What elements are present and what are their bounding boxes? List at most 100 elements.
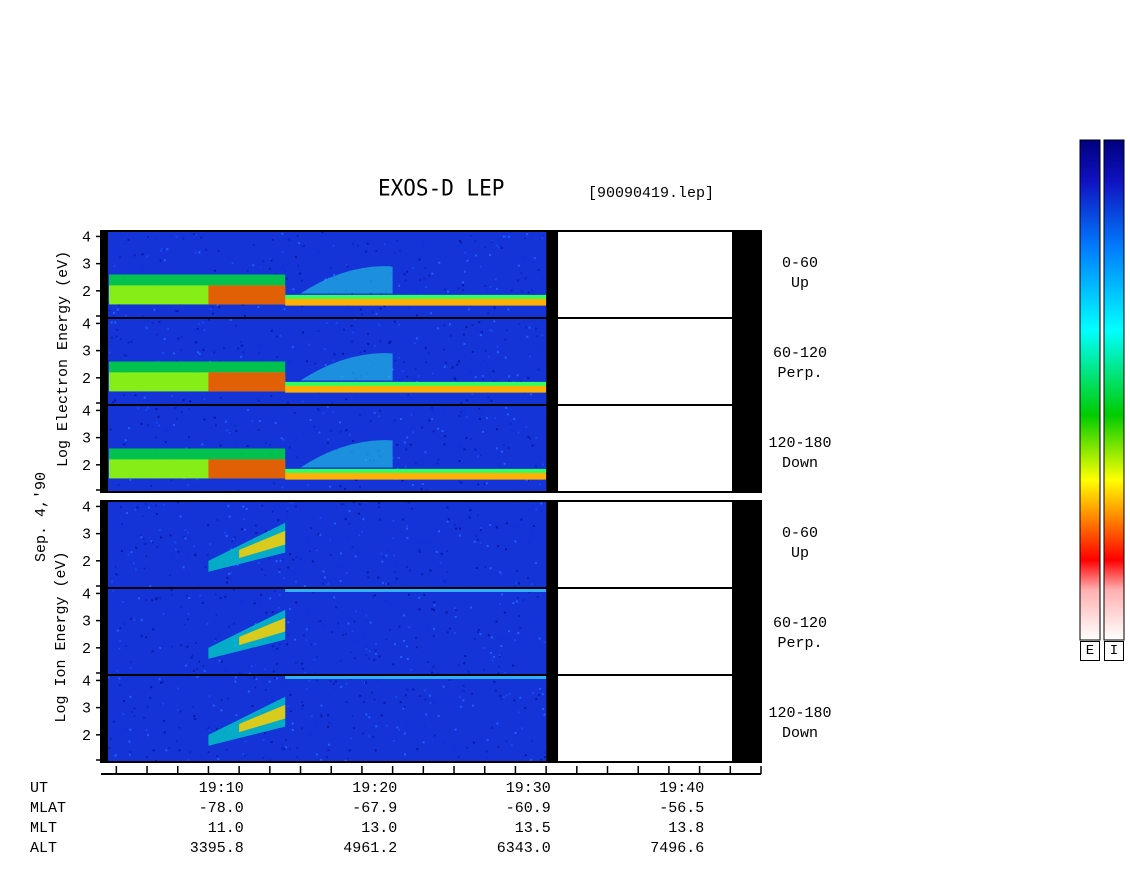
noise-pixel: [375, 643, 378, 646]
noise-pixel: [389, 629, 392, 632]
noise-pixel: [129, 667, 132, 670]
noise-pixel: [489, 524, 492, 527]
noise-pixel: [402, 707, 405, 710]
noise-pixel: [353, 620, 356, 623]
noise-pixel: [174, 309, 177, 312]
noise-pixel: [467, 308, 470, 311]
noise-pixel: [471, 350, 474, 353]
noise-pixel: [192, 588, 195, 591]
y-tick-label: 3: [82, 614, 91, 631]
noise-pixel: [232, 537, 235, 540]
noise-pixel: [412, 431, 415, 434]
ion-ylabel-unit: (eV): [53, 551, 70, 588]
noise-pixel: [282, 438, 285, 441]
noise-pixel: [446, 520, 449, 523]
noise-pixel: [443, 288, 446, 291]
noise-pixel: [150, 686, 153, 689]
noise-pixel: [317, 423, 320, 426]
noise-pixel: [303, 559, 306, 562]
noise-pixel: [270, 259, 273, 262]
noise-pixel: [363, 634, 366, 637]
noise-pixel: [115, 335, 118, 338]
noise-pixel: [458, 480, 461, 483]
noise-pixel: [196, 478, 199, 481]
noise-pixel: [306, 360, 309, 363]
noise-pixel: [108, 359, 111, 362]
noise-pixel: [499, 245, 502, 248]
noise-pixel: [532, 525, 535, 528]
noise-pixel: [247, 408, 250, 411]
noise-pixel: [207, 727, 210, 730]
noise-pixel: [296, 755, 299, 758]
noise-pixel: [460, 355, 463, 358]
noise-pixel: [391, 368, 394, 371]
noise-pixel: [287, 237, 290, 240]
noise-pixel: [478, 417, 481, 420]
noise-pixel: [239, 599, 242, 602]
noise-pixel: [148, 506, 151, 509]
noise-pixel: [330, 539, 333, 542]
noise-pixel: [295, 555, 298, 558]
noise-pixel: [250, 665, 253, 668]
noise-pixel: [286, 515, 289, 518]
noise-pixel: [292, 558, 295, 561]
noise-pixel: [535, 726, 538, 729]
noise-pixel: [521, 312, 524, 315]
noise-pixel: [348, 510, 351, 513]
noise-pixel: [254, 524, 257, 527]
noise-pixel: [155, 513, 158, 516]
noise-pixel: [523, 237, 526, 240]
noise-pixel: [482, 646, 485, 649]
noise-pixel: [516, 695, 519, 698]
noise-pixel: [407, 306, 410, 309]
noise-pixel: [393, 423, 396, 426]
noise-pixel: [351, 331, 354, 334]
noise-pixel: [271, 307, 274, 310]
noise-pixel: [408, 569, 411, 572]
noise-pixel: [368, 695, 371, 698]
noise-pixel: [494, 278, 497, 281]
noise-pixel: [418, 596, 421, 599]
noise-pixel: [333, 273, 336, 276]
noise-pixel: [486, 738, 489, 741]
noise-pixel: [184, 537, 187, 540]
noise-pixel: [519, 487, 522, 490]
noise-pixel: [463, 342, 466, 345]
noise-pixel: [538, 693, 541, 696]
noise-pixel: [301, 305, 304, 308]
noise-pixel: [299, 272, 302, 275]
noise-pixel: [275, 335, 278, 338]
noise-pixel: [322, 570, 325, 573]
noise-pixel: [329, 485, 332, 488]
noise-pixel: [496, 351, 499, 354]
noise-pixel: [156, 309, 159, 312]
noise-pixel: [437, 458, 440, 461]
noise-pixel: [281, 250, 284, 253]
noise-pixel: [407, 559, 410, 562]
noise-pixel: [311, 560, 314, 563]
noise-pixel: [454, 607, 457, 610]
noise-pixel: [485, 482, 488, 485]
noise-pixel: [327, 438, 330, 441]
noise-pixel: [476, 481, 479, 484]
noise-pixel: [140, 422, 143, 425]
noise-pixel: [339, 430, 342, 433]
noise-pixel: [376, 680, 379, 683]
noise-pixel: [496, 287, 499, 290]
noise-pixel: [378, 323, 381, 326]
noise-pixel: [141, 315, 144, 318]
noise-pixel: [242, 752, 245, 755]
noise-pixel: [406, 270, 409, 273]
noise-pixel: [454, 616, 457, 619]
noise-pixel: [325, 756, 328, 759]
y-tick-label: 3: [82, 701, 91, 718]
noise-pixel: [159, 259, 162, 262]
noise-pixel: [196, 676, 199, 679]
noise-pixel: [315, 549, 318, 552]
noise-pixel: [219, 396, 222, 399]
noise-pixel: [151, 321, 154, 324]
noise-pixel: [463, 355, 466, 358]
noise-pixel: [155, 597, 158, 600]
noise-pixel: [317, 533, 320, 536]
noise-pixel: [366, 681, 369, 684]
